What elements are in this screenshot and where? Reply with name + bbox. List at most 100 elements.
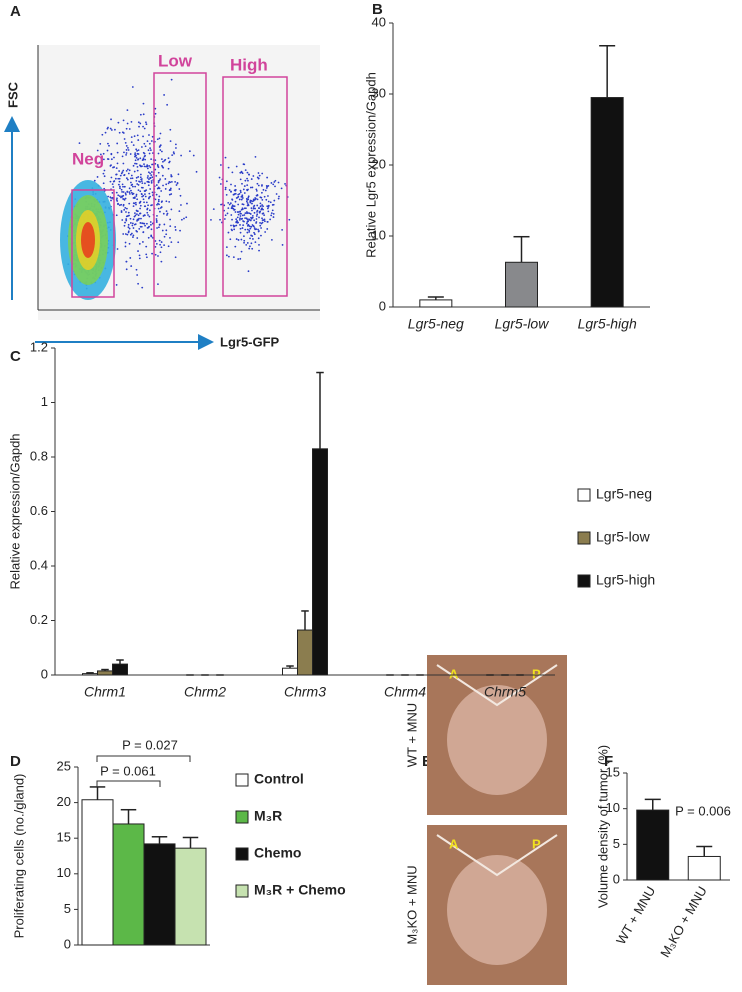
cell-dot bbox=[111, 183, 114, 186]
cell-dot bbox=[130, 184, 133, 187]
cell-dot bbox=[112, 186, 115, 188]
cell-dot bbox=[142, 113, 145, 116]
cell-dot bbox=[130, 120, 133, 123]
cell-dot bbox=[124, 221, 126, 224]
cell-dot bbox=[132, 192, 135, 195]
cell-dot bbox=[136, 219, 138, 222]
cell-dot bbox=[148, 134, 150, 136]
cell-dot bbox=[149, 195, 152, 198]
cell-dot bbox=[278, 195, 280, 198]
cell-dot bbox=[254, 241, 257, 244]
cell-dot bbox=[255, 194, 258, 197]
cell-dot bbox=[144, 224, 146, 227]
cell-dot bbox=[123, 151, 125, 154]
cell-dot bbox=[157, 200, 160, 203]
cell-dot bbox=[275, 193, 278, 195]
cell-dot bbox=[102, 182, 105, 185]
cell-dot bbox=[241, 227, 244, 229]
cell-dot bbox=[103, 169, 106, 172]
cell-dot bbox=[169, 140, 172, 143]
cell-dot bbox=[178, 188, 181, 190]
cell-dot bbox=[259, 221, 261, 224]
cell-dot bbox=[157, 152, 160, 155]
cell-dot bbox=[127, 223, 130, 226]
row-label: M₃KO + MNU bbox=[404, 865, 419, 944]
cell-dot bbox=[142, 215, 145, 217]
photo bbox=[436, 664, 558, 707]
cell-dot bbox=[139, 212, 141, 215]
cell-dot bbox=[240, 170, 243, 173]
cell-dot bbox=[267, 195, 269, 197]
cell-dot bbox=[259, 202, 262, 205]
legend-label: Lgr5-neg bbox=[596, 486, 652, 502]
cell-dot bbox=[252, 238, 254, 240]
cell-dot bbox=[263, 195, 266, 198]
cell-dot bbox=[119, 187, 121, 190]
cell-dot bbox=[167, 245, 170, 248]
cell-dot bbox=[128, 202, 131, 205]
cell-dot bbox=[155, 184, 158, 186]
cell-dot bbox=[145, 123, 148, 126]
cell-dot bbox=[263, 220, 266, 223]
cell-dot bbox=[243, 239, 246, 242]
cell-dot bbox=[174, 143, 177, 146]
cell-dot bbox=[138, 125, 140, 128]
cell-dot bbox=[124, 207, 127, 209]
cell-dot bbox=[162, 166, 165, 169]
cell-dot bbox=[244, 212, 247, 215]
cell-dot bbox=[143, 205, 146, 208]
cell-dot bbox=[135, 203, 137, 206]
cell-dot bbox=[169, 225, 172, 228]
cell-dot bbox=[116, 248, 119, 250]
cell-dot bbox=[227, 255, 230, 258]
cell-dot bbox=[142, 231, 145, 234]
legend-swatch bbox=[235, 810, 249, 824]
legend-swatch bbox=[577, 488, 591, 502]
cell-dot bbox=[232, 256, 235, 259]
cell-dot bbox=[107, 126, 109, 129]
cell-dot bbox=[179, 194, 182, 197]
cell-dot bbox=[158, 146, 161, 148]
cell-dot bbox=[255, 222, 257, 224]
cell-dot bbox=[147, 175, 149, 177]
cell-dot bbox=[163, 244, 166, 247]
cell-dot bbox=[142, 198, 145, 201]
cell-dot bbox=[151, 176, 154, 179]
cell-dot bbox=[135, 156, 138, 159]
cell-dot bbox=[122, 185, 124, 188]
cell-dot bbox=[280, 187, 283, 190]
cell-dot bbox=[270, 212, 273, 215]
cell-dot bbox=[246, 199, 249, 201]
cell-dot bbox=[234, 211, 237, 213]
cell-dot bbox=[96, 149, 99, 152]
cell-dot bbox=[158, 226, 160, 229]
cell-dot bbox=[162, 160, 164, 163]
cell-dot bbox=[256, 204, 259, 207]
cell-dot bbox=[230, 183, 232, 186]
cell-dot bbox=[150, 181, 153, 184]
cell-dot bbox=[154, 240, 157, 242]
cell-dot bbox=[130, 232, 133, 235]
cell-dot bbox=[130, 136, 133, 139]
cell-dot bbox=[127, 215, 129, 217]
cell-dot bbox=[225, 193, 228, 196]
cell-dot bbox=[149, 188, 152, 190]
cell-dot bbox=[233, 189, 236, 192]
cell-dot bbox=[163, 235, 166, 238]
cell-dot bbox=[158, 195, 161, 198]
cell-dot bbox=[170, 175, 173, 178]
cell-dot bbox=[262, 208, 264, 211]
cell-dot bbox=[136, 134, 139, 137]
x-tick-label: Chrm4 bbox=[384, 684, 426, 700]
panel-label: C bbox=[10, 348, 21, 365]
cell-dot bbox=[239, 191, 242, 194]
cell-dot bbox=[132, 236, 134, 238]
cell-dot bbox=[251, 224, 254, 226]
cell-dot bbox=[157, 198, 160, 201]
cell-dot bbox=[147, 184, 150, 187]
cell-dot bbox=[248, 225, 251, 228]
cell-dot bbox=[159, 149, 162, 151]
cell-dot bbox=[235, 220, 238, 223]
cell-dot bbox=[129, 217, 132, 220]
cell-dot bbox=[223, 218, 226, 220]
